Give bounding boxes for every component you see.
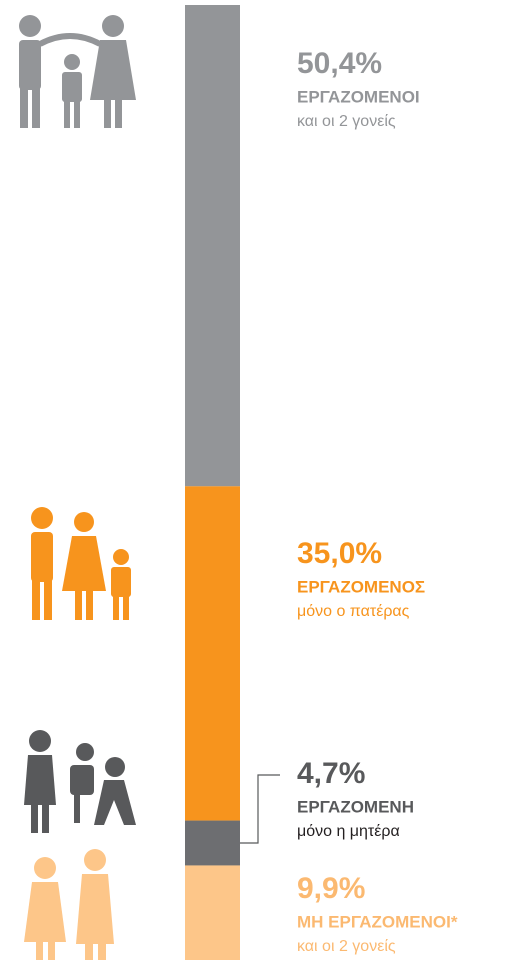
segment-subtitle: μόνο η μητέρα (297, 823, 400, 840)
bar-segment (185, 5, 240, 487)
segment-subtitle: μόνο ο πατέρας (297, 603, 410, 620)
segment-subtitle: και οι 2 γονείς (297, 113, 396, 130)
value-label: 50,4% (297, 47, 382, 80)
segment-name: ΜΗ ΕΡΓΑΖΟΜΕΝΟΙ* (297, 912, 458, 931)
segment-name: ΕΡΓΑΖΟΜΕΝΗ (297, 797, 414, 816)
bar-segment (185, 865, 240, 960)
icon-not-working (24, 849, 114, 960)
bar-segment (185, 820, 240, 866)
value-label: 9,9% (297, 872, 365, 905)
value-label: 35,0% (297, 537, 382, 570)
bar-segment (185, 486, 240, 821)
segment-name: ΕΡΓΑΖΟΜΕΝΟΙ (297, 87, 420, 106)
icon-father-working (31, 507, 131, 620)
leader-line (240, 774, 280, 844)
icon-both-parents (19, 15, 136, 128)
icon-mother-working (24, 730, 136, 833)
value-label: 4,7% (297, 757, 365, 790)
segment-subtitle: και οι 2 γονείς (297, 938, 396, 955)
segment-name: ΕΡΓΑΖΟΜΕΝΟΣ (297, 577, 425, 596)
